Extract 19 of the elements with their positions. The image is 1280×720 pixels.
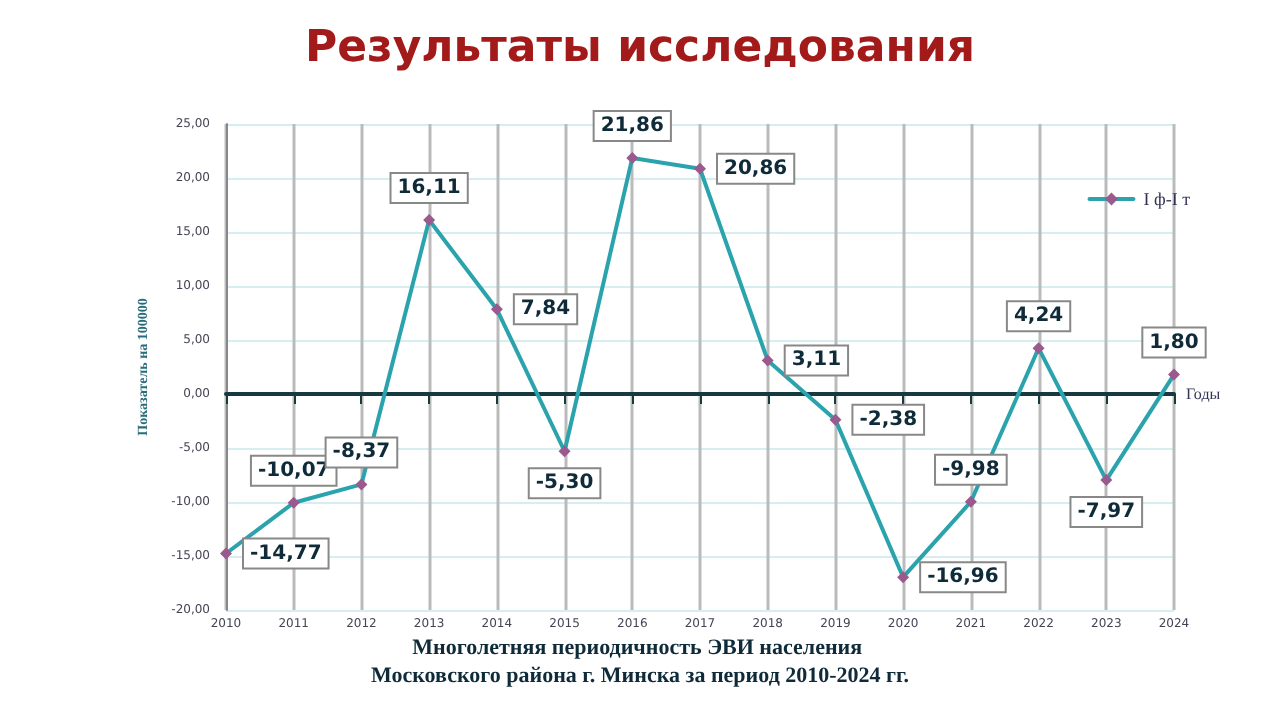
legend-label: I ф-I т <box>1143 189 1191 209</box>
data-label: 21,86 <box>600 114 664 137</box>
data-label: -8,37 <box>332 441 391 464</box>
data-label: -2,38 <box>859 408 918 431</box>
data-label: -7,97 <box>1077 501 1136 524</box>
data-label: 16,11 <box>397 177 461 200</box>
data-label: 1,80 <box>1149 331 1199 354</box>
data-label: -5,30 <box>535 472 594 495</box>
data-label: -10,07 <box>257 459 330 482</box>
data-label: 4,24 <box>1013 305 1064 328</box>
data-label: 3,11 <box>791 349 842 372</box>
text: Многолетняя периодичность ЭВИ населения Московского района г. Минска за период 2010-2024 гг. <box>370 636 910 688</box>
data-label: 20,86 <box>724 157 788 180</box>
data-label: -14,77 <box>250 542 322 565</box>
data-label: -9,98 <box>942 458 1000 481</box>
data-label: -16,96 <box>927 566 999 589</box>
x-axis-title: Годы <box>1186 385 1222 403</box>
data-label: 7,84 <box>520 298 571 321</box>
chart-title: Результаты исследования <box>304 23 976 73</box>
